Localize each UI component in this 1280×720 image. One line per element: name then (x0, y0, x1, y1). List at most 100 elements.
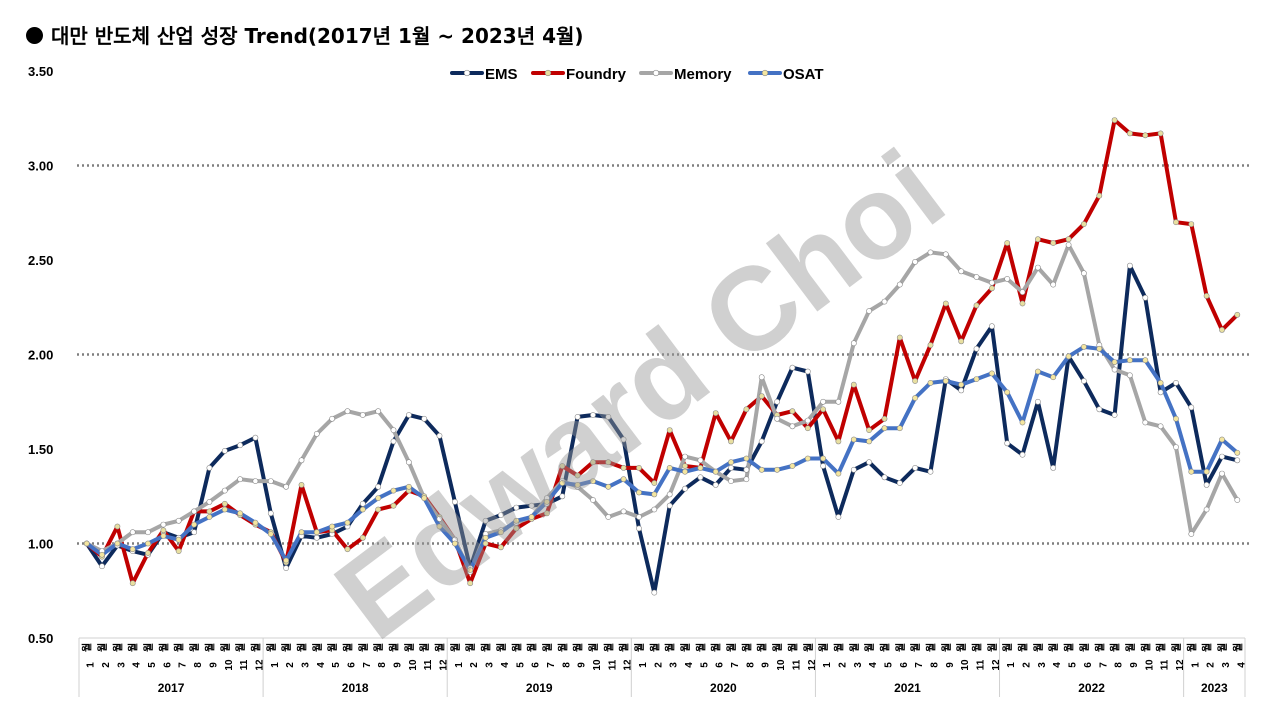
month-number-label: 10 (776, 659, 787, 671)
data-point-ems (283, 565, 289, 571)
data-point-memory (912, 258, 918, 265)
data-point-osat (344, 519, 351, 526)
month-tick-label: 월 (496, 643, 508, 652)
data-point-ems (789, 364, 796, 371)
data-point-memory (927, 249, 934, 256)
month-number-label: 10 (224, 659, 235, 671)
month-number-label: 10 (960, 659, 971, 671)
month-tick-label: 월 (634, 643, 646, 652)
data-point-memory (237, 476, 243, 483)
data-point-osat (850, 436, 857, 443)
month-tick-label: 월 (1079, 643, 1091, 652)
data-point-memory (989, 279, 995, 286)
data-point-osat (375, 495, 382, 501)
data-point-memory (329, 415, 335, 422)
data-point-ems (804, 368, 811, 375)
data-point-osat (1142, 357, 1149, 364)
data-point-ems (1188, 404, 1195, 411)
data-point-foundry (1004, 240, 1011, 246)
data-point-ems (1111, 412, 1118, 418)
data-point-osat (1234, 449, 1241, 456)
data-point-memory (298, 457, 305, 464)
data-point-osat (789, 463, 796, 469)
year-label: 2021 (894, 681, 921, 695)
data-point-memory (850, 340, 857, 347)
month-tick-label: 월 (158, 643, 170, 652)
month-number-label: 6 (346, 662, 357, 668)
data-point-memory (129, 529, 136, 536)
month-number-label: 9 (945, 662, 956, 668)
year-label: 2022 (1078, 681, 1105, 695)
data-point-osat (467, 567, 474, 573)
y-tick-label: 1.50 (28, 442, 53, 457)
data-point-osat (1019, 419, 1026, 426)
data-point-memory (1065, 241, 1072, 248)
data-point-foundry (666, 427, 673, 433)
data-point-foundry (789, 408, 796, 415)
data-point-osat (1050, 374, 1057, 381)
chart-title-text: 대만 반도체 산업 성장 Trend(2017년 1월 ~ 2023년 4월) (51, 24, 584, 48)
data-point-ems (958, 387, 965, 394)
data-point-ems (451, 498, 458, 505)
data-point-ems (1142, 294, 1149, 301)
legend-label-ems: EMS (485, 66, 518, 83)
data-point-ems (1173, 379, 1179, 386)
legend-marker-osat (761, 69, 769, 77)
data-point-memory (743, 476, 750, 483)
data-point-osat (912, 395, 918, 401)
data-point-osat (712, 468, 719, 475)
data-point-ems (728, 464, 734, 471)
data-point-osat (329, 523, 335, 530)
month-tick-label: 월 (296, 643, 308, 652)
month-tick-label: 월 (833, 643, 845, 652)
month-number-label: 2 (469, 662, 480, 668)
data-point-foundry (359, 534, 366, 541)
data-point-foundry (712, 410, 719, 416)
month-tick-label: 월 (573, 643, 585, 652)
data-point-osat (405, 483, 412, 490)
data-point-foundry (497, 544, 504, 551)
month-tick-label: 월 (879, 643, 891, 652)
data-point-ems (1096, 406, 1103, 413)
month-number-label: 7 (730, 662, 741, 668)
data-point-memory (1050, 281, 1057, 288)
year-label: 2019 (526, 681, 553, 695)
data-point-memory (1234, 497, 1241, 503)
data-point-foundry (958, 338, 965, 345)
data-point-foundry (482, 540, 489, 547)
data-point-memory (942, 251, 949, 258)
data-point-osat (590, 478, 596, 484)
data-point-memory (1188, 531, 1195, 537)
series-line-memory (84, 242, 1240, 574)
month-tick-label: 월 (757, 643, 769, 652)
month-number-label: 9 (1129, 662, 1140, 668)
data-point-ems (513, 504, 520, 511)
data-point-osat (390, 487, 397, 494)
month-number-label: 2 (285, 662, 296, 668)
data-point-ems (405, 412, 412, 418)
month-tick-label: 월 (189, 643, 201, 652)
data-point-ems (497, 512, 504, 518)
data-point-foundry (636, 464, 642, 471)
data-point-osat (927, 379, 934, 386)
month-tick-label: 월 (481, 643, 493, 652)
data-point-memory (651, 506, 658, 513)
month-number-label: 8 (745, 662, 756, 668)
data-point-ems (590, 412, 596, 418)
data-point-memory (697, 457, 704, 464)
data-point-osat (1127, 357, 1133, 364)
data-point-foundry (881, 415, 888, 422)
month-number-label: 4 (868, 662, 879, 668)
month-number-label: 5 (1068, 662, 1079, 668)
data-point-osat (958, 381, 965, 388)
data-point-osat (513, 517, 520, 524)
month-number-label: 3 (300, 662, 311, 668)
data-point-ems (636, 525, 642, 532)
data-point-foundry (651, 480, 658, 486)
month-tick-label: 월 (174, 643, 186, 652)
chart-title: 대만 반도체 산업 성장 Trend(2017년 1월 ~ 2023년 4월) (26, 20, 584, 49)
month-tick-label: 월 (972, 643, 984, 652)
data-point-foundry (467, 580, 474, 587)
month-number-label: 12 (1175, 659, 1186, 671)
data-point-osat (651, 491, 658, 498)
